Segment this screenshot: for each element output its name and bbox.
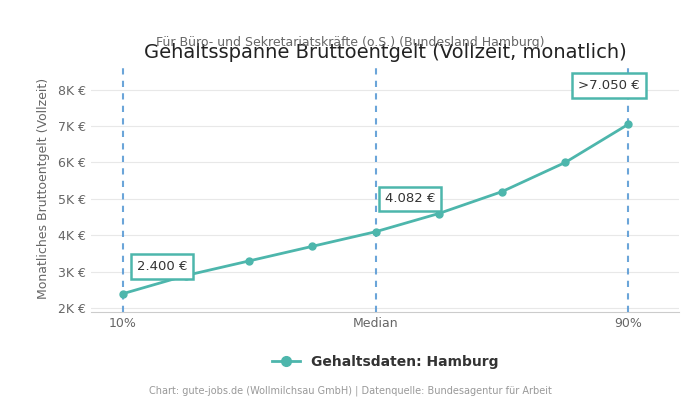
Y-axis label: Monatliches Bruttoentgelt (Vollzeit): Monatliches Bruttoentgelt (Vollzeit) xyxy=(37,78,50,298)
Title: Gehaltsspanne Bruttoentgelt (Vollzeit, monatlich): Gehaltsspanne Bruttoentgelt (Vollzeit, m… xyxy=(144,44,626,62)
Text: 4.082 €: 4.082 € xyxy=(385,192,435,206)
Text: Für Büro- und Sekretariatskräfte (o.S.) (Bundesland Hamburg): Für Büro- und Sekretariatskräfte (o.S.) … xyxy=(155,36,545,49)
Text: Chart: gute-jobs.de (Wollmilchsau GmbH) | Datenquelle: Bundesagentur für Arbeit: Chart: gute-jobs.de (Wollmilchsau GmbH) … xyxy=(148,386,552,396)
Legend: Gehaltsdaten: Hamburg: Gehaltsdaten: Hamburg xyxy=(266,349,504,374)
Text: >7.050 €: >7.050 € xyxy=(578,79,640,92)
Text: 2.400 €: 2.400 € xyxy=(136,260,187,273)
